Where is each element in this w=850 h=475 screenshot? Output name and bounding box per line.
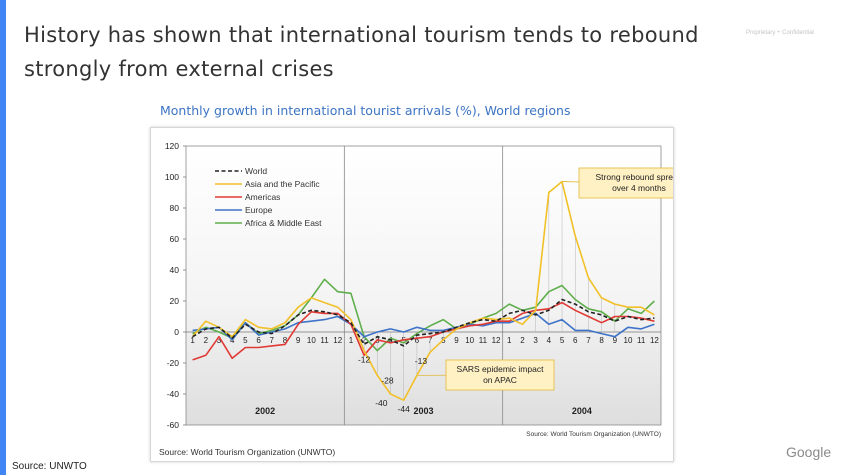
annotation-text: on APAC xyxy=(483,375,517,385)
y-tick-label: 20 xyxy=(170,296,180,306)
data-label: -44 xyxy=(398,404,411,414)
x-tick-label: 3 xyxy=(533,336,538,345)
x-tick-label: 6 xyxy=(256,336,261,345)
x-tick-label: 2 xyxy=(362,336,367,345)
x-tick-label: 11 xyxy=(479,336,488,345)
accent-bar xyxy=(0,0,6,475)
x-tick-label: 10 xyxy=(624,336,633,345)
x-tick-label: 8 xyxy=(599,336,604,345)
legend-label: Americas xyxy=(245,192,280,202)
panel-year-label: 2004 xyxy=(572,406,592,416)
series-line xyxy=(191,180,655,402)
x-tick-label: 1 xyxy=(507,336,512,345)
legend-label: Europe xyxy=(245,205,273,215)
google-logo: Google xyxy=(786,444,832,460)
x-tick-label: 9 xyxy=(613,336,618,345)
x-tick-label: 7 xyxy=(586,336,591,345)
x-tick-label: 4 xyxy=(547,336,552,345)
annotation-box xyxy=(578,167,673,199)
x-tick-label: 12 xyxy=(492,336,501,345)
annotation-text: SARS epidemic impact xyxy=(457,364,545,374)
x-tick-label: 12 xyxy=(650,336,659,345)
series-line xyxy=(192,278,655,352)
legend-label: Africa & Middle East xyxy=(245,218,322,228)
legend: World Asia and the Pacific Americas Europe A… xyxy=(215,166,322,228)
chart-caption: Monthly growth in international tourist … xyxy=(160,103,571,118)
chart-source-left: Source: World Tourism Organization (UNWT… xyxy=(159,447,335,457)
y-tick-label: 60 xyxy=(170,234,180,244)
annotation-text: Strong rebound spread xyxy=(596,172,673,182)
x-tick-label: 2 xyxy=(204,336,209,345)
y-tick-label: 120 xyxy=(165,141,179,151)
x-tick-label: 7 xyxy=(270,336,275,345)
series-line xyxy=(192,312,655,341)
x-tick-label: 7 xyxy=(428,336,433,345)
x-tick-label: 9 xyxy=(296,336,301,345)
data-label: -12 xyxy=(358,355,371,365)
slide-title: History has shown that international tou… xyxy=(24,23,699,81)
y-tick-label: 80 xyxy=(170,203,180,213)
y-tick-label: 0 xyxy=(174,327,179,337)
x-tick-label: 9 xyxy=(454,336,459,345)
x-tick-label: 2 xyxy=(520,336,525,345)
legend-label: World xyxy=(245,166,267,176)
panel-year-label: 2003 xyxy=(413,406,433,416)
x-tick-label: 6 xyxy=(415,336,420,345)
annotation-box xyxy=(445,359,555,391)
x-tick-label: 1 xyxy=(190,336,195,345)
x-tick-label: 8 xyxy=(283,336,288,345)
panel-year-label: 2002 xyxy=(255,406,275,416)
x-tick-label: 12 xyxy=(333,336,342,345)
y-tick-label: 40 xyxy=(170,265,180,275)
chart-frame: 2002 2003 2004 -60 -40 -20 0 20 40 60 80 100 120 1 2 3 4… xyxy=(150,127,674,462)
confidential-label: Proprietary + Confidential xyxy=(746,30,814,36)
x-tick-label: 10 xyxy=(307,336,316,345)
data-label: -13 xyxy=(415,356,428,366)
x-tick-label: 11 xyxy=(320,336,329,345)
y-tick-label: -20 xyxy=(167,358,180,368)
y-tick-label: -40 xyxy=(167,389,180,399)
x-tick-label: 11 xyxy=(637,336,646,345)
data-label: -28 xyxy=(381,375,394,385)
x-tick-label: 10 xyxy=(465,336,474,345)
data-label: -40 xyxy=(375,398,388,408)
series-line xyxy=(192,298,655,347)
x-tick-label: 6 xyxy=(573,336,578,345)
annotation-text: over 4 months xyxy=(612,183,666,193)
x-tick-label: 1 xyxy=(349,336,354,345)
x-tick-label: 5 xyxy=(243,336,248,345)
x-tick-label: 5 xyxy=(560,336,565,345)
series-line xyxy=(192,301,655,361)
y-tick-label: 100 xyxy=(165,172,179,182)
annotation-callout: Strong rebound spreadover 4 months xyxy=(562,167,673,199)
legend-label: Asia and the Pacific xyxy=(245,179,320,189)
y-tick-label: -60 xyxy=(167,420,180,430)
chart-source-right: Source: World Tourism Organization (UNWT… xyxy=(526,431,661,438)
x-tick-label: 3 xyxy=(217,336,222,345)
source-note: Source: UNWTO xyxy=(12,461,87,472)
